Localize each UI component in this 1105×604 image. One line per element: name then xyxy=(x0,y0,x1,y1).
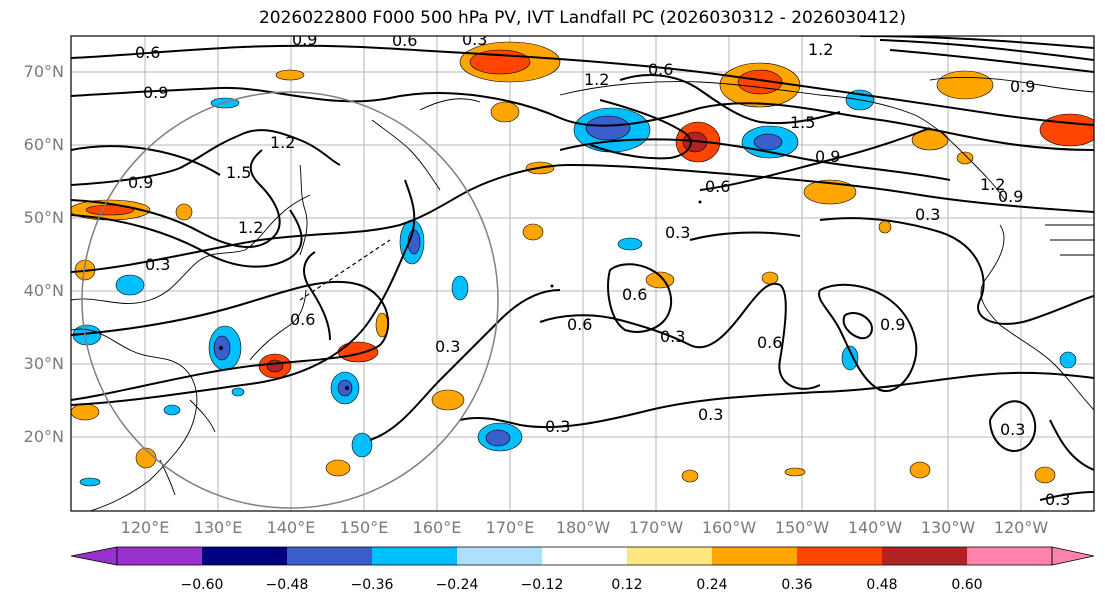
colorbar-tick-label: 0.60 xyxy=(951,577,983,593)
colorbar-tick-label: −0.24 xyxy=(435,577,479,593)
lat-label: 70°N xyxy=(23,62,64,81)
colorbar-tick-label: −0.60 xyxy=(180,577,224,593)
colorbar-segment xyxy=(202,547,287,565)
contour-label: 0.9 xyxy=(815,147,840,166)
colorbar xyxy=(70,546,1095,566)
contour-label: 0.6 xyxy=(648,60,673,79)
lat-label: 60°N xyxy=(23,135,64,154)
colorbar-tick-label: −0.36 xyxy=(350,577,394,593)
contour-label: 0.6 xyxy=(392,31,417,50)
contour-label: 0.3 xyxy=(660,327,685,346)
colorbar-tick-label: −0.48 xyxy=(265,577,309,593)
colorbar-segment xyxy=(627,547,712,565)
contour-label: 0.3 xyxy=(698,405,723,424)
contour-label: 0.3 xyxy=(435,337,460,356)
pv-contours xyxy=(71,36,1094,501)
contour-label: 0.3 xyxy=(1000,420,1025,439)
colorbar-segment xyxy=(542,547,627,565)
contour-label: 1.2 xyxy=(270,133,295,152)
colorbar-tick-label: 0.48 xyxy=(866,577,898,593)
colorbar-tick-label: −0.12 xyxy=(520,577,564,593)
lon-label: 120°W xyxy=(993,518,1049,537)
colorbar-segment xyxy=(457,547,542,565)
lat-label: 40°N xyxy=(23,281,64,300)
pv-shading xyxy=(71,41,1094,487)
contour-label: 0.9 xyxy=(998,187,1023,206)
contour-label: 0.6 xyxy=(757,333,782,352)
contour-label: 0.3 xyxy=(545,417,570,436)
lon-label: 150°E xyxy=(339,518,389,537)
colorbar-segment xyxy=(797,547,882,565)
contour-label: 0.3 xyxy=(1045,490,1070,509)
lat-label: 30°N xyxy=(23,354,64,373)
contour-label: 0.6 xyxy=(622,285,647,304)
colorbar-segment xyxy=(882,547,967,565)
contour-label: 0.3 xyxy=(915,205,940,224)
lon-label: 160°E xyxy=(412,518,462,537)
contour-label: 1.2 xyxy=(808,40,833,59)
map-frame xyxy=(70,35,1095,512)
lat-label: 20°N xyxy=(23,427,64,446)
lon-label: 130°W xyxy=(920,518,976,537)
contour-label: 0.6 xyxy=(705,177,730,196)
colorbar-extend-max xyxy=(1051,546,1095,566)
lon-label: 150°W xyxy=(774,518,830,537)
colorbar-segment xyxy=(712,547,797,565)
colorbar-segment xyxy=(287,547,372,565)
contour-label: 1.2 xyxy=(238,218,263,237)
lon-label: 160°W xyxy=(701,518,757,537)
map-layers: 0.6 0.9 0.3 0.6 1.2 0.6 0.9 1.2 1.5 1.2 … xyxy=(71,30,1094,511)
colorbar-segment xyxy=(117,547,202,565)
colorbar-tick-label: 0.36 xyxy=(781,577,813,593)
contour-label: 0.6 xyxy=(135,43,160,62)
lon-label: 140°E xyxy=(266,518,316,537)
lon-label: 170°E xyxy=(485,518,535,537)
contour-label: 0.6 xyxy=(290,310,315,329)
lon-label: 180°W xyxy=(555,518,611,537)
contour-label: 0.9 xyxy=(292,30,317,49)
region-circle xyxy=(81,91,499,509)
contour-label: 0.3 xyxy=(462,30,487,49)
contour-label: 0.9 xyxy=(880,315,905,334)
colorbar-outline xyxy=(116,546,1053,566)
lon-label: 140°W xyxy=(847,518,903,537)
lat-label: 50°N xyxy=(23,208,64,227)
coastlines xyxy=(71,77,1094,511)
contour-label: 0.3 xyxy=(145,255,170,274)
colorbar-segment xyxy=(967,547,1052,565)
contour-label: 0.9 xyxy=(143,83,168,102)
contour-label: 1.5 xyxy=(790,113,815,132)
plot-title: 2026022800 F000 500 hPa PV, IVT Landfall… xyxy=(258,8,906,28)
contour-label: 1.2 xyxy=(980,175,1005,194)
colorbar-segment xyxy=(372,547,457,565)
colorbar-extend-min xyxy=(70,546,118,566)
contour-labels: 0.6 0.9 0.3 0.6 1.2 0.6 0.9 1.2 1.5 1.2 … xyxy=(128,30,1070,509)
gridlines xyxy=(71,36,1094,511)
lon-label: 130°E xyxy=(193,518,243,537)
contour-label: 0.9 xyxy=(128,173,153,192)
markers xyxy=(219,200,702,390)
lon-label: 120°E xyxy=(120,518,170,537)
contour-label: 1.5 xyxy=(226,163,251,182)
contour-label: 1.2 xyxy=(584,70,609,89)
lon-label: 170°W xyxy=(628,518,684,537)
contour-label: 0.3 xyxy=(665,223,690,242)
contour-label: 0.6 xyxy=(567,315,592,334)
colorbar-tick-label: 0.24 xyxy=(696,577,728,593)
contour-label: 0.9 xyxy=(1010,77,1035,96)
colorbar-tick-label: 0.12 xyxy=(611,577,643,593)
